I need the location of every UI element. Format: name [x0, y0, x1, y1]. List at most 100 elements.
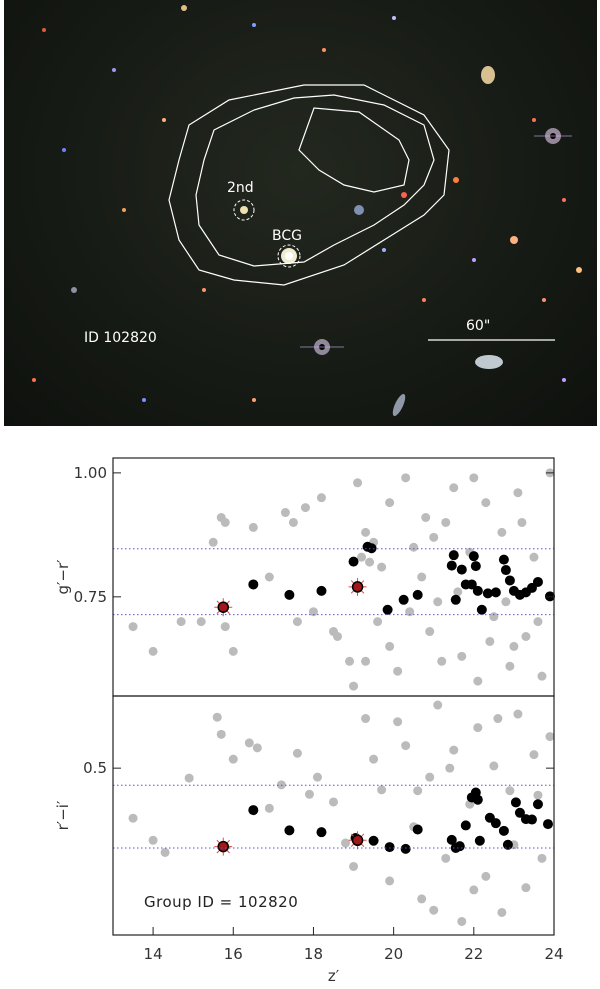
member-point	[398, 594, 409, 605]
contour-lines	[168, 84, 450, 286]
field-point	[409, 542, 419, 552]
field-point	[401, 473, 411, 483]
background-sources	[32, 5, 582, 417]
field-point	[288, 517, 298, 527]
field-point	[385, 498, 395, 508]
second-galaxy-circle	[233, 199, 255, 221]
member-point	[490, 818, 501, 829]
field-point	[457, 916, 467, 926]
field-point	[457, 651, 467, 661]
field-point	[469, 885, 479, 895]
field-point	[228, 646, 238, 656]
field-point	[385, 641, 395, 651]
field-point	[417, 894, 427, 904]
field-point	[537, 853, 547, 863]
field-point	[449, 483, 459, 493]
member-point	[510, 797, 521, 808]
field-point	[521, 632, 531, 641]
second-galaxy-label: 2nd	[227, 180, 254, 196]
member-point	[460, 820, 471, 831]
field-point	[517, 517, 527, 527]
marker-dot	[351, 834, 364, 847]
field-point	[401, 741, 411, 751]
field-point	[333, 632, 343, 641]
member-point	[366, 543, 377, 554]
member-point	[472, 585, 483, 596]
field-point	[308, 607, 318, 617]
marker-dot	[351, 581, 364, 593]
field-point	[529, 750, 539, 760]
y-tick-label: 0.5	[83, 759, 107, 777]
scale-label: 60"	[466, 318, 491, 334]
field-point	[361, 527, 371, 537]
field-point	[533, 790, 543, 800]
bcg-label: BCG	[272, 228, 302, 244]
member-point	[248, 579, 259, 590]
field-point	[405, 607, 415, 617]
field-point	[529, 552, 539, 562]
field-point	[264, 572, 274, 582]
member-point	[532, 799, 543, 810]
x-tick-label: 18	[304, 945, 323, 963]
x-ticks: 14 16 18 20 22 24	[144, 927, 564, 963]
field-point	[160, 847, 170, 857]
bcg-marker	[214, 598, 233, 617]
field-point	[385, 876, 395, 886]
member-point	[456, 564, 467, 575]
member-point	[316, 585, 327, 596]
member-point	[446, 560, 457, 571]
gr-panel: 1.00 0.75 g′−r′	[54, 457, 555, 697]
member-point	[470, 561, 481, 572]
field-point	[485, 636, 495, 646]
ri-y-ticks: 0.5	[83, 759, 554, 777]
member-point	[412, 824, 423, 835]
ri-y-axis-label: r′−i′	[54, 800, 72, 830]
member-point	[448, 550, 459, 561]
member-point	[514, 807, 525, 818]
field-point	[228, 754, 238, 764]
x-tick-label: 22	[464, 945, 483, 963]
field-point	[220, 622, 230, 632]
gr-y-axis-label: g′−r′	[54, 559, 72, 595]
member-point	[446, 834, 457, 845]
field-point	[196, 617, 206, 627]
field-point	[473, 723, 483, 733]
field-point	[421, 513, 431, 522]
field-point	[312, 772, 322, 782]
member-point	[348, 556, 359, 567]
field-point	[417, 572, 427, 582]
field-point	[148, 646, 158, 656]
member-point	[412, 589, 423, 600]
member-point	[400, 843, 411, 854]
x-axis-label: z′	[328, 967, 340, 985]
member-point	[466, 579, 477, 590]
field-point	[304, 789, 314, 799]
field-point	[521, 883, 531, 893]
member-point	[504, 575, 515, 586]
member-point	[450, 594, 461, 605]
group-id-annotation: Group ID = 102820	[144, 893, 298, 911]
field-point	[148, 835, 158, 845]
member-point	[474, 835, 485, 846]
member-point	[498, 554, 509, 565]
field-point	[373, 617, 383, 627]
field-point	[545, 732, 555, 742]
gr-reference-lines	[113, 548, 554, 616]
marker-dot	[217, 840, 229, 853]
member-point	[500, 565, 511, 576]
field-point	[329, 797, 338, 807]
gr-member-points	[248, 541, 555, 615]
ri-plot-frame	[112, 695, 555, 936]
field-point	[453, 587, 463, 597]
x-tick-label: 20	[384, 945, 403, 963]
member-point	[248, 805, 259, 816]
field-point	[473, 676, 483, 686]
field-point	[220, 517, 230, 527]
field-point	[513, 709, 523, 719]
x-tick-label: 14	[144, 945, 163, 963]
member-point	[526, 814, 537, 825]
ri-bcg-points	[214, 831, 367, 856]
bcg-circle	[277, 244, 301, 268]
field-point	[176, 617, 186, 627]
field-point	[292, 617, 302, 627]
